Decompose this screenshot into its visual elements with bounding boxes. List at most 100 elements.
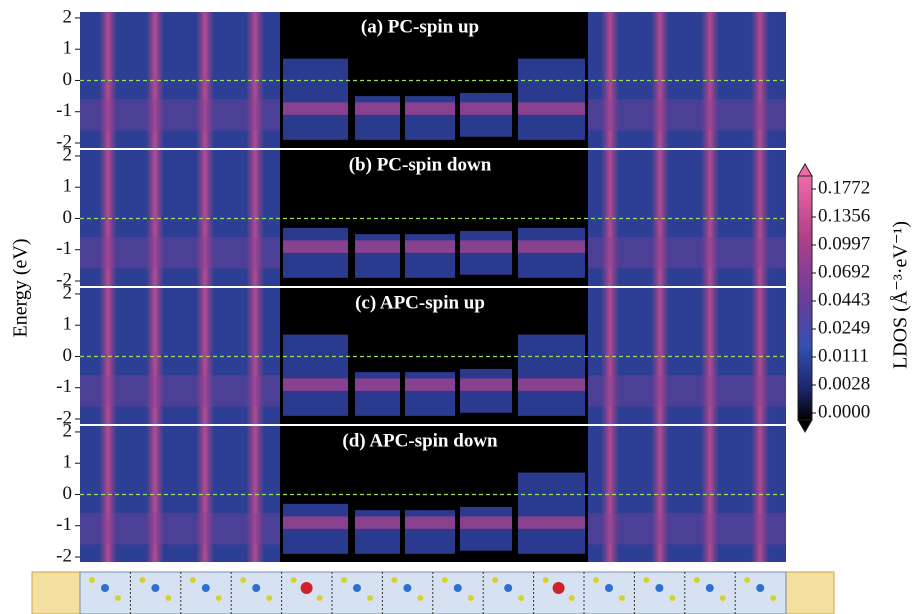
atom [240,577,246,583]
heatmap-block-band [405,516,455,529]
colorbar-tick-label: 0.0997 [818,233,870,254]
atom [454,584,462,592]
panel-title: (c) APC-spin up [355,292,485,313]
atom [770,595,776,601]
colorbar-tick-label: 0.1356 [818,205,870,226]
atom [202,584,210,592]
heatmap-block [518,335,585,416]
heatmap-block-band [283,378,348,391]
atom [301,582,313,594]
y-tick-label: 2 [63,282,73,303]
atom [706,584,714,592]
heatmap-block-band [355,102,400,115]
colorbar-tick-label: 0.0028 [818,373,870,394]
colorbar-tick-label: 0.0249 [818,317,870,338]
y-tick-label: -1 [56,514,72,535]
heatmap-block-band [518,378,585,391]
atom [139,577,145,583]
atom [89,577,95,583]
colorbar-tick-label: 0.0692 [818,261,870,282]
atom [492,577,498,583]
heatmap-block-band [518,240,585,253]
y-tick-label: -1 [56,238,72,259]
colorbar-label: LDOS (Å⁻³·eV⁻¹) [890,221,912,369]
atom [643,577,649,583]
atom [694,577,700,583]
atom [504,584,512,592]
y-tick-label: 0 [63,69,73,90]
colorbar-fill [798,176,812,420]
atom [553,582,565,594]
atom [669,595,675,601]
colorbar-extend-bottom [798,420,812,432]
colorbar-tick-label: 0.0000 [818,401,870,422]
atom [266,595,272,601]
panel-title: (a) PC-spin up [361,16,479,37]
atom [367,595,373,601]
heatmap-block-band [355,378,400,391]
colorbar-tick-label: 0.0111 [818,345,869,366]
y-tick-label: 1 [63,38,73,59]
atom [605,584,613,592]
atom [317,595,323,601]
heatmap-block-band [405,102,455,115]
panel-title: (d) APC-spin down [342,430,498,451]
y-tick-label: -1 [56,100,72,121]
heatmap-block [518,473,585,554]
heatmap-block-band [405,240,455,253]
y-tick-label: 2 [63,420,73,441]
y-tick-label: 0 [63,207,73,228]
heatmap-block [283,335,348,416]
atom [468,595,474,601]
atom [216,595,222,601]
heatmap-block-band [518,516,585,529]
atom [619,595,625,601]
colorbar-tick-label: 0.1772 [818,177,870,198]
atom [115,595,121,601]
y-tick-label: 2 [63,6,73,27]
atom [101,584,109,592]
atom [593,577,599,583]
heatmap-block-band [518,102,585,115]
atom [744,577,750,583]
heatmap-block [518,59,585,140]
heatmap-block-band [355,516,400,529]
y-tick-label: -1 [56,376,72,397]
atom [151,584,159,592]
atom [165,595,171,601]
atom [252,584,260,592]
atom [190,577,196,583]
heatmap-block-band [460,102,512,115]
atom [291,577,297,583]
heatmap-block-band [355,240,400,253]
figure: Energy (eV) LDOS (Å⁻³·eV⁻¹) -2 -1 0 1 2 (a) P… [0,0,915,614]
atom [353,584,361,592]
y-tick-label: 2 [63,144,73,165]
y-axis-label: Energy (eV) [10,238,32,337]
atom [442,577,448,583]
atom [720,595,726,601]
atom [569,595,575,601]
y-tick-label: 1 [63,176,73,197]
y-tick-label: 1 [63,314,73,335]
atom [655,584,663,592]
atom [417,595,423,601]
y-tick-label: 0 [63,345,73,366]
heatmap-block-band [460,516,512,529]
heatmap-block [460,93,512,137]
colorbar-extend-top [798,164,812,176]
atom [391,577,397,583]
heatmap-block-band [460,378,512,391]
y-tick-label: -2 [56,545,72,566]
panel-title: (b) PC-spin down [349,154,492,175]
colorbar-tick-label: 0.0443 [818,289,870,310]
atom [403,584,411,592]
heatmap-block-band [460,240,512,253]
y-tick-label: 1 [63,452,73,473]
atom [756,584,764,592]
atom [518,595,524,601]
